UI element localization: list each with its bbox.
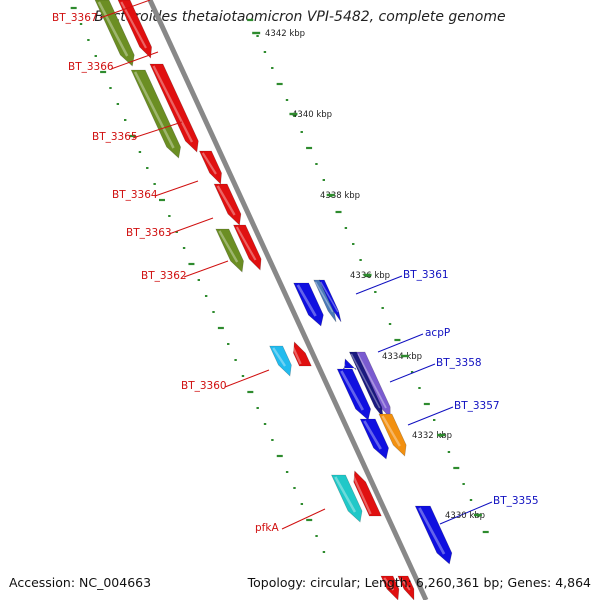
gene-pfkA-red <box>353 470 382 517</box>
callout-line-pfka <box>281 508 326 530</box>
scale-label: 4332 kbp <box>412 431 452 441</box>
gene-label-bt3362[interactable]: BT_3362 <box>141 270 187 282</box>
gene-bottom-red-a <box>380 575 400 600</box>
gene-bt3358-navy <box>348 351 384 420</box>
gene-bt3362-red <box>233 224 262 271</box>
gene-bt3358-purple-shade <box>356 353 387 409</box>
gene-label-pfka[interactable]: pfkA <box>255 522 279 534</box>
gene-bt3367-olive-shade <box>97 1 129 57</box>
callout-line-bt3364 <box>154 180 199 197</box>
gene-bt3362-red-shade <box>235 226 257 261</box>
gene-label-bt3365[interactable]: BT_3365 <box>92 131 138 143</box>
gene-bt3361-blue-a <box>293 282 324 327</box>
scale-label: 4338 kbp <box>320 191 360 201</box>
gene-bt3364-red <box>198 150 222 185</box>
gene-bottom-red-a-shade <box>383 577 395 591</box>
gene-bt3357-blue-shade <box>340 370 365 411</box>
gene-label-bt3364[interactable]: BT_3364 <box>112 189 158 201</box>
callout-line-bt3367 <box>99 0 151 19</box>
gene-bt3365-olive <box>130 69 181 159</box>
gene-acpP <box>342 358 357 372</box>
gene-bt3363-red-shade <box>216 185 236 216</box>
callout-line-bt3363 <box>168 217 214 235</box>
callout-line-bt3362 <box>183 260 229 278</box>
gene-bt3356-blue <box>359 418 389 460</box>
gene-pfkA-teal-shade <box>334 476 357 513</box>
gene-bt3366-red-shade <box>152 65 194 143</box>
callout-line-bt3358 <box>389 363 436 383</box>
gene-pfkA-red-shade <box>350 472 372 515</box>
gene-bt3364-red-shade <box>201 152 217 175</box>
gene-bt3357-blue <box>336 368 371 421</box>
gene-label-acpp[interactable]: acpP <box>425 327 450 339</box>
gene-bt3362-olive <box>215 228 244 273</box>
callout-line-bt3361 <box>355 275 403 295</box>
gene-label-bt3360[interactable]: BT_3360 <box>181 380 227 392</box>
gene-bt3360-red-shade <box>290 343 302 365</box>
callout-line-bt3366 <box>110 51 159 70</box>
gene-bt3363-red <box>213 183 242 226</box>
gene-bt3360-red <box>293 341 312 367</box>
callout-line-bt3365 <box>132 121 183 139</box>
gene-bt3355-blue-shade <box>418 507 446 555</box>
accession-label: Accession: NC_004663 <box>9 575 152 590</box>
gene-label-bt3357[interactable]: BT_3357 <box>454 400 500 412</box>
gene-bottom-red-b-shade <box>399 577 411 591</box>
gene-bt3361-blue-b <box>318 279 342 323</box>
gene-bt3361-blue-b-shade <box>320 281 339 313</box>
gene-label-bt3367[interactable]: BT_3367 <box>52 12 98 24</box>
scale-label: 4342 kbp <box>265 29 305 39</box>
genome-backbone <box>147 0 429 600</box>
genome-summary: Topology: circular; Length: 6,260,361 bp… <box>247 575 591 590</box>
gene-bt3357-orange <box>378 413 407 457</box>
gene-bt3356-blue-shade <box>363 420 382 450</box>
gene-bt3367-red-shade <box>120 1 147 49</box>
gene-label-bt3363[interactable]: BT_3363 <box>126 227 172 239</box>
gene-bt3357-orange-shade <box>381 415 401 447</box>
gene-bt3360-cyan <box>269 345 292 377</box>
gene-label-bt3366[interactable]: BT_3366 <box>68 61 114 73</box>
scale-label: 4340 kbp <box>292 110 332 120</box>
gene-bt3361-steel-shade <box>314 281 334 313</box>
gene-acpP-shade <box>341 360 346 367</box>
gene-label-bt3361[interactable]: BT_3361 <box>403 269 449 281</box>
gene-bt3362-olive-shade <box>218 230 239 263</box>
gene-bt3358-navy-shade <box>350 353 381 409</box>
map-title: Bacteroides thetaiotaomicron VPI-5482, c… <box>94 9 506 25</box>
callout-line-acpp <box>377 333 424 353</box>
gene-label-bt3355[interactable]: BT_3355 <box>493 495 539 507</box>
callout-line-bt3357 <box>407 406 454 426</box>
gene-bt3366-red <box>149 63 199 153</box>
gene-bt3355-blue <box>414 505 453 565</box>
gene-bt3360-cyan-shade <box>272 347 287 367</box>
gene-bt3367-red <box>117 0 152 59</box>
callout-line-bt3355 <box>439 501 493 525</box>
callout-line-bt3360 <box>224 369 270 388</box>
gene-pfkA-teal <box>331 474 363 523</box>
scale-label: 4330 kbp <box>445 511 485 521</box>
gene-label-bt3358[interactable]: BT_3358 <box>436 357 482 369</box>
gene-features <box>94 0 453 600</box>
scale-ticks <box>70 6 489 553</box>
gene-bt3365-olive-shade <box>133 71 175 149</box>
gene-bt3361-steel <box>313 279 337 323</box>
gene-bottom-red-b <box>397 575 415 600</box>
gene-callouts: BT_3367 BT_3366 BT_3365 BT_3364 BT_3363 BT_33… <box>52 0 539 534</box>
gene-bt3361-blue-a-shade <box>296 284 317 317</box>
